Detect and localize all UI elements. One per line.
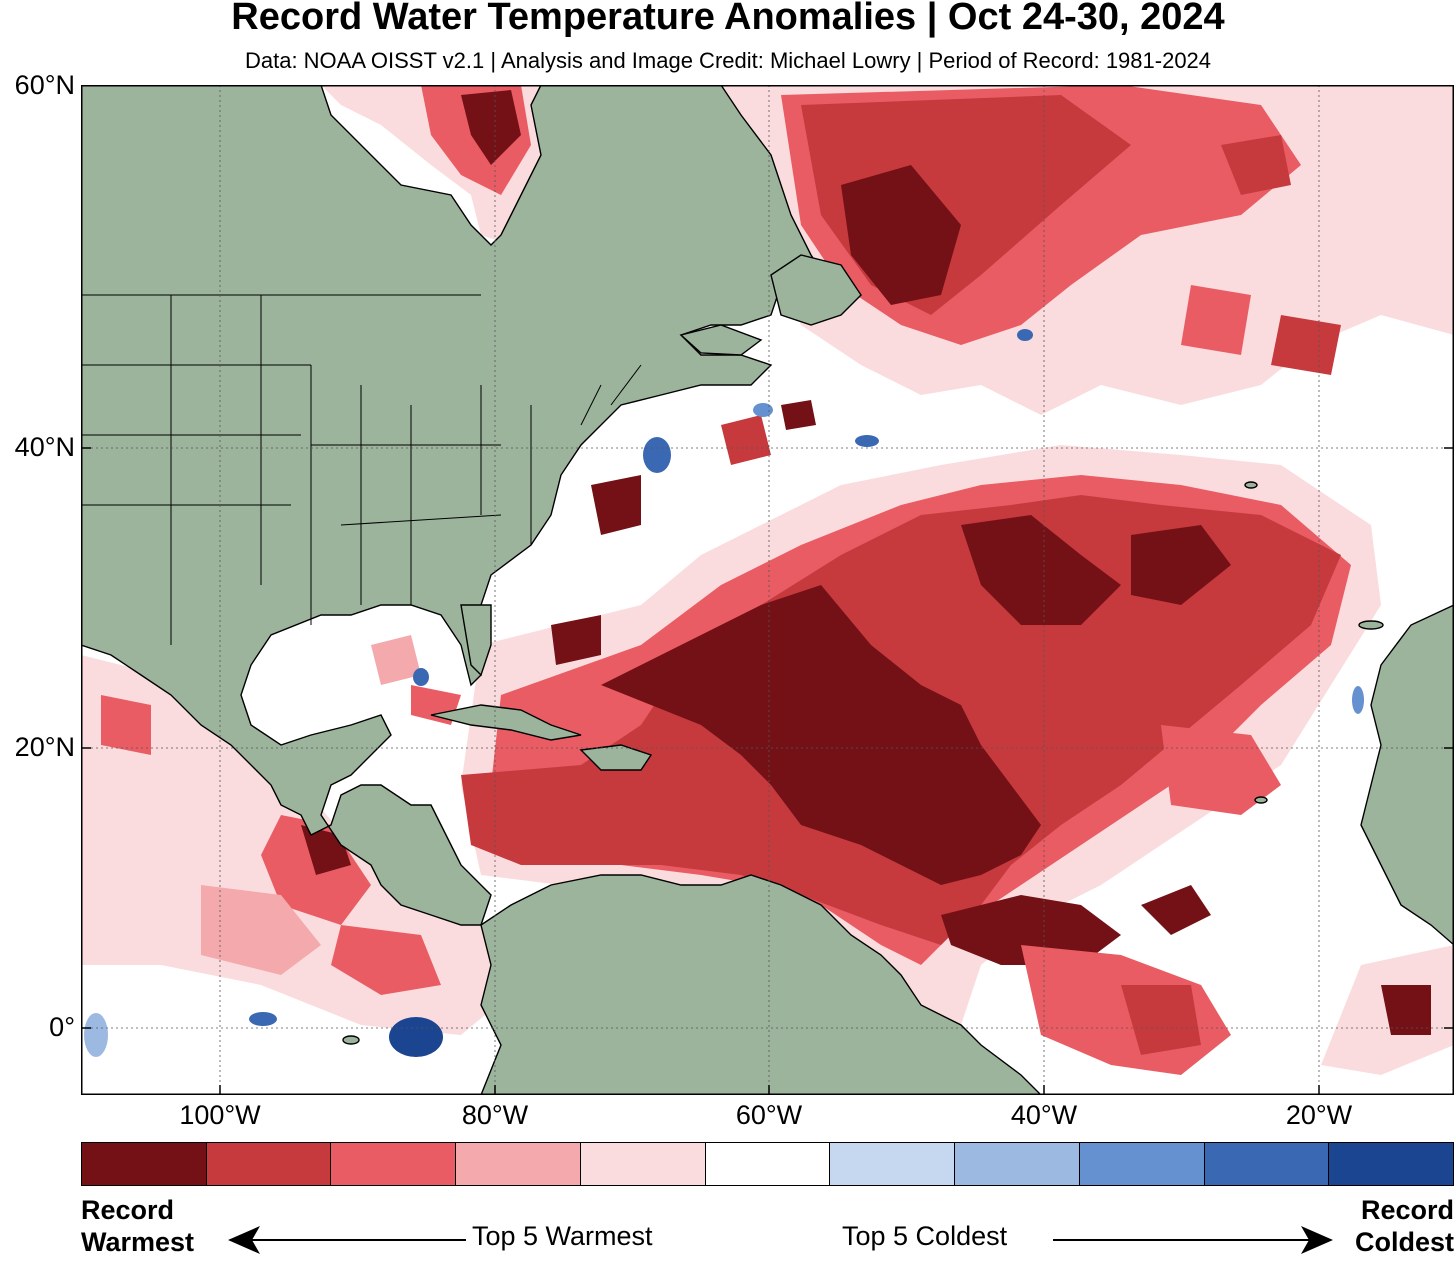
legend-swatch-4 — [456, 1143, 581, 1185]
legend-left-top: Record — [81, 1195, 175, 1225]
legend-swatch-5 — [580, 1143, 706, 1185]
legend-swatch-8 — [955, 1143, 1080, 1185]
legend-swatch-11 — [1329, 1143, 1454, 1185]
lon-label-80w: 80°W — [461, 1100, 529, 1130]
arrow-right-icon — [1053, 1226, 1333, 1254]
colorbar-legend — [81, 1142, 1454, 1186]
legend-left-label: Record Warmest — [81, 1194, 194, 1258]
lat-label-20n: 20°N — [14, 732, 75, 762]
sst-anomaly-map — [81, 85, 1454, 1095]
legend-top5-warmest: Top 5 Warmest — [472, 1221, 653, 1251]
nova-scotia — [679, 324, 763, 356]
legend-swatch-7 — [830, 1143, 956, 1185]
legend-swatch-10 — [1204, 1143, 1330, 1185]
legend-swatch-3 — [331, 1143, 457, 1185]
legend-swatch-6 — [705, 1143, 831, 1185]
arrow-left-icon — [228, 1226, 466, 1254]
lat-label-0: 0° — [49, 1012, 75, 1042]
legend-right-label: Record Coldest — [1355, 1194, 1454, 1258]
florida — [460, 604, 492, 677]
africa — [1360, 604, 1454, 946]
legend-left-bottom: Warmest — [81, 1227, 195, 1257]
lon-label-60w: 60°W — [735, 1100, 803, 1130]
hispaniola — [579, 744, 653, 771]
legend-right-bottom: Coldest — [1354, 1227, 1454, 1257]
legend-right-top: Record — [1360, 1195, 1454, 1225]
legend-swatch-9 — [1079, 1143, 1205, 1185]
lon-label-100w: 100°W — [179, 1100, 261, 1130]
cuba — [430, 704, 582, 741]
anomaly-shading — [81, 85, 1454, 1095]
legend-top5-coldest: Top 5 Coldest — [842, 1221, 1008, 1251]
graticule — [81, 85, 1454, 1095]
legend-swatch-2 — [206, 1143, 332, 1185]
legend-swatch-1 — [82, 1143, 207, 1185]
lon-label-40w: 40°W — [1010, 1100, 1078, 1130]
map-subtitle: Data: NOAA OISST v2.1 | Analysis and Ima… — [244, 48, 1212, 73]
map-title: Record Water Temperature Anomalies | Oct… — [231, 0, 1225, 38]
lon-label-20w: 20°W — [1285, 1100, 1353, 1130]
lat-label-60n: 60°N — [14, 70, 75, 100]
state-borders — [81, 294, 642, 645]
south-america — [480, 874, 1042, 1095]
lat-label-40n: 40°N — [14, 432, 75, 462]
newfoundland — [770, 254, 862, 326]
